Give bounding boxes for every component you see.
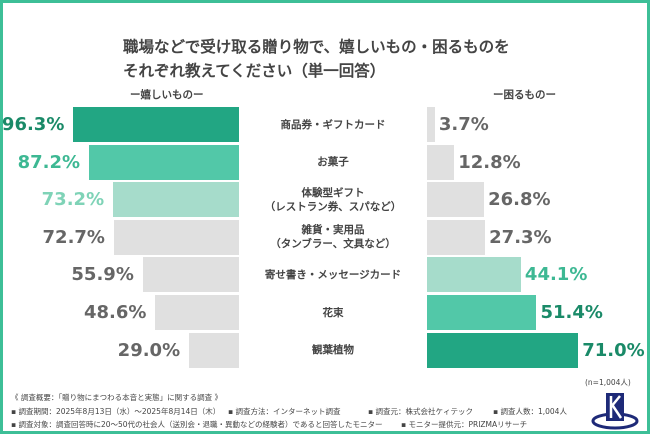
bar-trouble	[427, 182, 485, 218]
category-label-line: 体験型ギフト	[301, 186, 365, 199]
category-label-line: （タンブラー、文具など）	[270, 238, 396, 251]
value-label-trouble: 27.3%	[489, 226, 552, 248]
category-label-line: 商品券・ギフトカード	[280, 118, 386, 131]
value-label-trouble: 12.8%	[458, 151, 521, 173]
category-label: 雑貨・実用品 （タンブラー、文具など）	[243, 220, 423, 255]
category-label-line: 寄せ書き・メッセージカード	[264, 268, 402, 281]
value-label-trouble: 3.7%	[438, 114, 489, 135]
category-label-line: 雑貨・実用品	[301, 224, 365, 237]
footer-provider: ▪ モニター提供元：PRIZMAリサーチ	[401, 420, 528, 429]
footer-method: ▪ 調査方法：インターネット調査	[228, 407, 341, 416]
value-label-trouble: 71.0%	[582, 339, 645, 361]
bar-trouble	[427, 257, 521, 293]
chart-title-line1: 職場などで受け取る贈り物で、嬉しいもの・困るものを	[123, 38, 510, 56]
bar-happy	[73, 107, 239, 142]
category-label-line: 花束	[322, 306, 344, 319]
bar-happy	[155, 295, 239, 330]
category-label: お菓子	[243, 145, 423, 180]
chart-title-line2: それぞれ教えてください（単一回答）	[123, 62, 386, 80]
category-label: 観葉植物	[243, 333, 423, 368]
value-label-happy: 87.2%	[17, 151, 81, 173]
value-label-trouble: 44.1%	[524, 264, 588, 286]
value-label-happy: 29.0%	[117, 339, 181, 361]
sample-size: (n=1,004人)	[585, 378, 631, 387]
category-label-line: 観葉植物	[312, 344, 354, 357]
category-label: 体験型ギフト （レストラン券、スパなど）	[243, 182, 423, 217]
bar-trouble	[427, 219, 486, 255]
bar-happy	[113, 182, 239, 218]
bar-happy	[142, 257, 239, 293]
value-label-happy: 73.2%	[41, 189, 105, 211]
value-label-trouble: 26.8%	[488, 189, 551, 211]
category-label: 寄せ書き・メッセージカード	[243, 257, 423, 292]
legend-trouble: ー困るものー	[493, 89, 556, 101]
bar-happy	[89, 144, 239, 180]
legend-happy: ー嬉しいものー	[130, 89, 204, 101]
category-label-line: （レストラン券、スパなど）	[264, 200, 402, 213]
footer-count: ▪ 調査人数：1,004人	[493, 407, 567, 416]
category-label-line: お菓子	[317, 156, 349, 169]
footer-target: ▪ 調査対象：調査回答時に20～50代の社会人（送別会・退職・異動などの経験者）…	[11, 420, 383, 429]
value-label-happy: 72.7%	[42, 226, 105, 248]
bar-happy	[113, 219, 239, 255]
bar-trouble	[427, 107, 435, 142]
bar-trouble	[427, 295, 537, 330]
footer-source: ▪ 調査元：株式会社ケィテック	[368, 407, 473, 416]
footer-period: ▪ 調査期間：2025年8月13日（水）～2025年8月14日（木）	[11, 407, 221, 416]
bar-trouble	[427, 144, 455, 180]
ktech-logo	[591, 393, 639, 430]
bar-happy	[189, 332, 239, 368]
footer-summary: 《 調査概要：「贈り物にまつわる本音と実態」に関する調査 》	[11, 393, 223, 402]
value-label-happy: 55.9%	[71, 264, 134, 286]
bar-trouble	[427, 332, 579, 368]
value-label-happy: 96.3%	[1, 114, 65, 135]
category-label: 花束	[243, 295, 423, 330]
value-label-trouble: 51.4%	[540, 302, 603, 323]
category-label: 商品券・ギフトカード	[243, 107, 423, 142]
value-label-happy: 48.6%	[83, 302, 147, 323]
